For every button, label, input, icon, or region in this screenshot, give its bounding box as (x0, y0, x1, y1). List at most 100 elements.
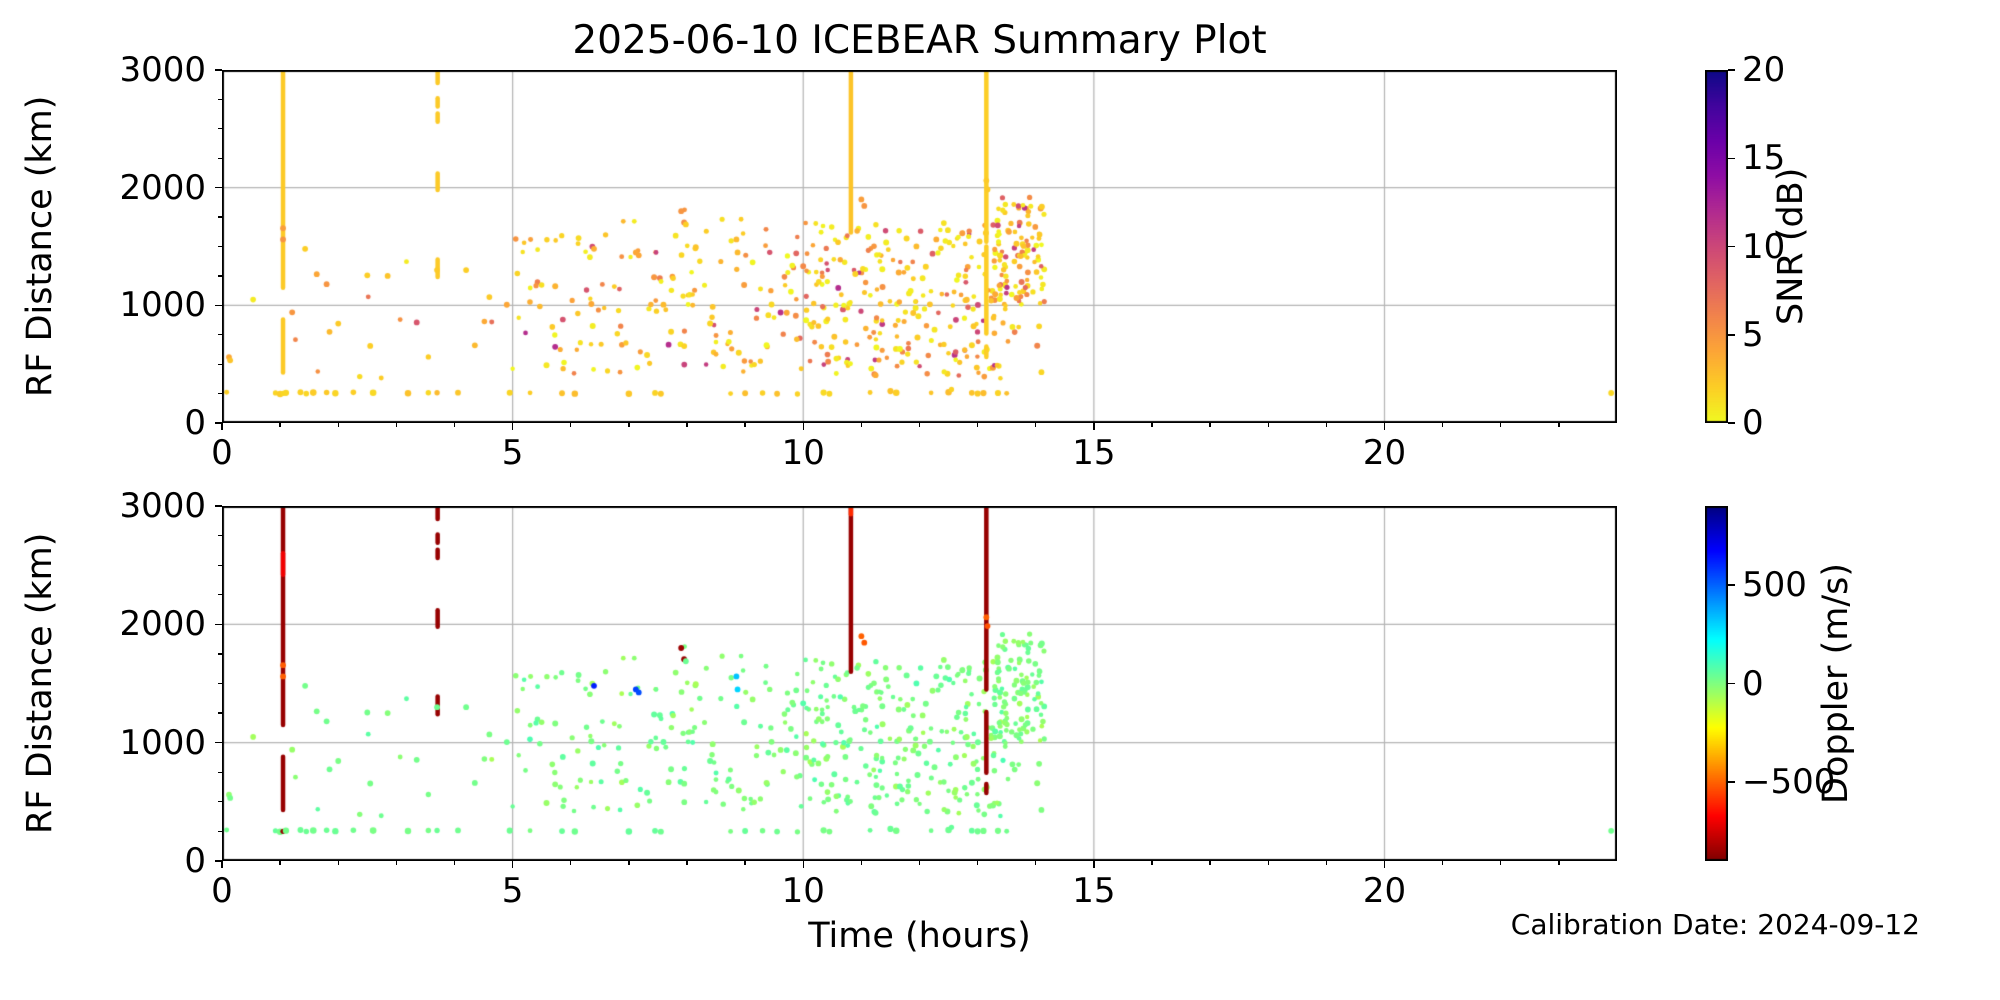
x-minor-tick (570, 423, 572, 427)
y-axis-label-snr-panel: RF Distance (km) (20, 95, 60, 398)
x-minor-tick (1325, 861, 1328, 865)
x-minor-tick (1500, 861, 1502, 865)
y-major-tick (215, 623, 222, 626)
x-minor-tick (918, 423, 921, 427)
x-minor-tick (453, 423, 456, 427)
x-tick-label: 5 (501, 433, 524, 473)
x-tick-label: 20 (1362, 433, 1407, 473)
x-minor-tick (860, 423, 863, 427)
x-minor-tick (976, 861, 979, 865)
x-major-tick (802, 861, 804, 868)
x-minor-tick (976, 423, 979, 427)
x-major-tick (511, 423, 514, 430)
y-minor-tick (218, 653, 222, 655)
y-minor-tick (218, 712, 222, 714)
y-minor-tick (218, 216, 222, 218)
y-tick-label: 0 (184, 403, 206, 443)
y-minor-tick (218, 564, 222, 566)
snr-scatter-canvas (222, 70, 1617, 423)
colorbar-tick (1728, 584, 1735, 586)
y-tick-label: 0 (184, 841, 206, 881)
x-minor-tick (395, 423, 398, 427)
x-minor-tick (337, 423, 339, 427)
x-minor-tick (1151, 423, 1153, 427)
y-minor-tick (218, 275, 222, 277)
x-minor-tick (395, 861, 398, 865)
x-minor-tick (686, 423, 688, 427)
y-major-tick (215, 304, 222, 307)
colorbar-tick (1728, 334, 1735, 336)
y-major-tick (215, 741, 222, 744)
colorbar-tick-label: 0 (1742, 403, 1764, 443)
x-minor-tick (1035, 861, 1037, 865)
x-minor-tick (1325, 423, 1328, 427)
y-tick-label: 1000 (119, 285, 206, 326)
snr-scatter-panel (222, 70, 1617, 423)
x-tick-label: 15 (1072, 433, 1116, 473)
colorbar-tick-label: 15 (1742, 138, 1786, 179)
y-minor-tick (218, 245, 222, 248)
x-minor-tick (744, 861, 746, 865)
y-minor-tick (218, 334, 222, 336)
y-tick-label: 3000 (119, 50, 206, 90)
y-minor-tick (218, 128, 222, 130)
doppler-colorbar-canvas (1705, 506, 1728, 861)
y-major-tick (215, 860, 222, 862)
x-major-tick (802, 423, 804, 430)
colorbar-tick (1728, 422, 1735, 424)
x-tick-label: 15 (1072, 871, 1116, 911)
x-minor-tick (1441, 423, 1444, 427)
x-tick-label: 10 (781, 433, 825, 473)
x-minor-tick (860, 861, 863, 865)
y-minor-tick (218, 594, 222, 596)
colorbar-tick-label: 20 (1742, 50, 1786, 90)
x-tick-label: 5 (501, 871, 524, 911)
x-tick-label: 10 (781, 871, 825, 911)
y-minor-tick (218, 771, 222, 773)
y-major-tick (215, 186, 222, 189)
colorbar-tick-label: 10 (1742, 226, 1786, 267)
snr-colorbar (1705, 70, 1728, 423)
y-major-tick (215, 505, 222, 507)
colorbar-tick-label: 5 (1742, 314, 1764, 355)
x-minor-tick (628, 861, 630, 865)
x-major-tick (1383, 861, 1386, 868)
x-minor-tick (1500, 423, 1502, 427)
x-major-tick (1093, 861, 1095, 868)
x-minor-tick (1209, 423, 1211, 427)
x-minor-tick (1267, 861, 1269, 865)
y-minor-tick (218, 392, 222, 395)
x-minor-tick (1209, 861, 1211, 865)
y-minor-tick (218, 363, 222, 365)
y-tick-label: 2000 (119, 604, 206, 645)
calibration-date-note: Calibration Date: 2024-09-12 (1510, 908, 1920, 941)
x-minor-tick (1558, 861, 1560, 865)
x-minor-tick (1558, 423, 1560, 427)
x-minor-tick (337, 861, 339, 865)
x-axis-label: Time (hours) (808, 916, 1031, 956)
colorbar-tick (1728, 69, 1735, 71)
doppler-scatter-panel (222, 506, 1617, 861)
x-minor-tick (918, 861, 921, 865)
x-minor-tick (686, 861, 688, 865)
colorbar-tick (1728, 245, 1735, 248)
x-minor-tick (1267, 423, 1269, 427)
y-major-tick (215, 69, 222, 71)
colorbar-tick-label: 0 (1742, 663, 1764, 704)
x-major-tick (221, 423, 223, 430)
y-minor-tick (218, 682, 222, 685)
x-minor-tick (279, 423, 281, 427)
x-minor-tick (1151, 861, 1153, 865)
x-minor-tick (279, 861, 281, 865)
x-major-tick (1383, 423, 1386, 430)
x-minor-tick (570, 861, 572, 865)
colorbar-tick-label: 500 (1742, 564, 1807, 605)
y-axis-label-doppler-panel: RF Distance (km) (20, 532, 60, 835)
x-major-tick (1093, 423, 1095, 430)
colorbar-tick-label: −500 (1742, 762, 1836, 803)
x-minor-tick (628, 423, 630, 427)
colorbar-tick (1728, 157, 1735, 159)
doppler-colorbar (1705, 506, 1728, 861)
x-tick-label: 0 (211, 871, 233, 911)
x-minor-tick (744, 423, 746, 427)
